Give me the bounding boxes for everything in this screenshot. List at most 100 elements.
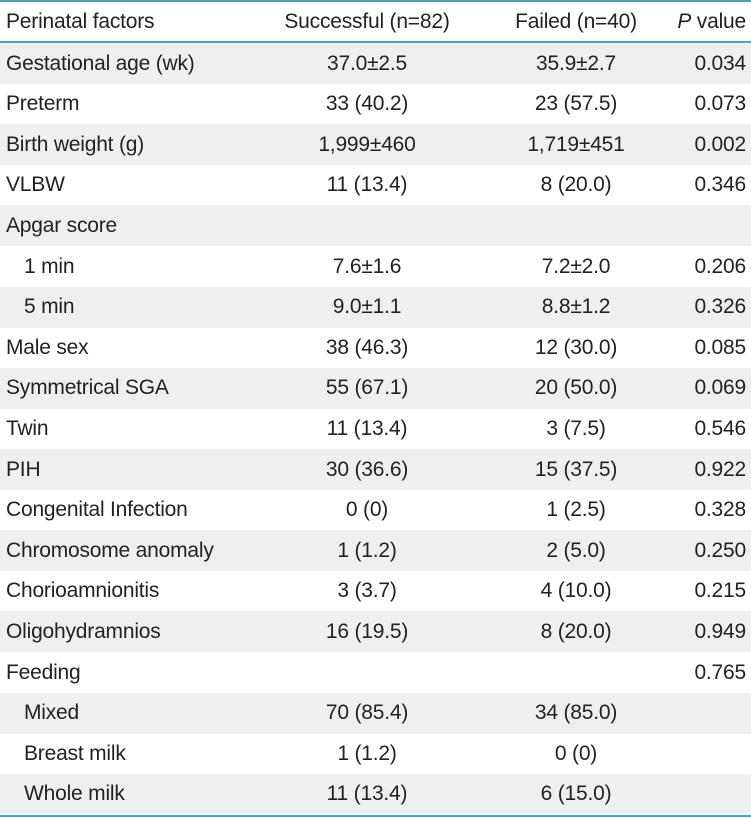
row-successful-cell: 30 (36.6): [325, 457, 409, 481]
row-factor-cell: Gestational age (wk): [6, 51, 195, 75]
row-successful-cell: 0 (0): [345, 498, 389, 522]
row-p-value-cell: 0.922: [694, 457, 746, 481]
row-p-value-cell: [662, 693, 746, 734]
row-factor-cell: Chromosome anomaly: [6, 538, 214, 562]
table-row: Chromosome anomaly 1 (1.2) 2 (5.0) 0.250: [0, 530, 751, 572]
row-p-value-cell: 0.206: [694, 254, 746, 278]
row-factor-cell: Apgar score: [6, 213, 118, 237]
table-row: Feeding 0.765: [0, 652, 751, 693]
row-failed-cell: 12 (30.0): [534, 335, 618, 359]
row-factor-cell: Preterm: [6, 92, 80, 116]
table-row: Preterm 33 (40.2) 23 (57.5) 0.073: [0, 84, 751, 125]
table-top-rule: [0, 0, 751, 2]
row-factor-cell: Male sex: [6, 335, 89, 359]
row-factor-cell: Breast milk: [24, 741, 126, 765]
row-successful-cell: 70 (85.4): [325, 701, 409, 725]
row-failed-cell: 8 (20.0): [540, 619, 612, 643]
row-successful-cell: 11 (13.4): [326, 782, 408, 806]
row-failed-cell: 1 (2.5): [546, 498, 606, 522]
row-factor-cell: Symmetrical SGA: [6, 376, 169, 400]
row-p-value-cell: 0.328: [694, 498, 746, 522]
row-factor-cell: VLBW: [6, 173, 65, 197]
row-p-value-cell: 0.073: [694, 92, 746, 116]
row-failed-cell: 23 (57.5): [534, 92, 618, 116]
row-successful-cell: 7.6±1.6: [332, 254, 402, 278]
table-row: VLBW 11 (13.4) 8 (20.0) 0.346: [0, 165, 751, 206]
row-p-value-cell: [662, 774, 746, 815]
row-factor-cell: PIH: [6, 457, 41, 481]
table-row: Gestational age (wk) 37.0±2.5 35.9±2.7 0.03…: [0, 43, 751, 84]
row-factor-cell: Whole milk: [24, 782, 125, 806]
row-factor-cell: Oligohydramnios: [6, 619, 161, 643]
table-bottom-rule: [0, 815, 751, 817]
table-row: PIH 30 (36.6) 15 (37.5) 0.922: [0, 449, 751, 490]
row-successful-cell: 11 (13.4): [326, 173, 408, 197]
row-failed-cell: 1,719±451: [527, 132, 625, 156]
row-failed-cell: 8.8±1.2: [541, 295, 611, 319]
table-row: 5 min 9.0±1.1 8.8±1.2 0.326: [0, 286, 751, 328]
row-factor-cell: Chorioamnionitis: [6, 579, 160, 603]
row-failed-cell: 8 (20.0): [540, 173, 612, 197]
table-row: Oligohydramnios 16 (19.5) 8 (20.0) 0.949: [0, 611, 751, 653]
row-p-value-cell: 0.085: [694, 335, 746, 359]
row-successful-cell: 9.0±1.1: [332, 295, 402, 319]
header-perinatal-factors: Perinatal factors: [6, 9, 155, 33]
row-factor-cell: 1 min: [24, 254, 75, 278]
row-failed-cell: 15 (37.5): [534, 457, 618, 481]
row-p-value-cell: 0.546: [694, 416, 746, 440]
header-p-value: P value: [662, 2, 746, 41]
row-failed-cell: 35.9±2.7: [536, 51, 616, 75]
header-p-italic: P: [677, 9, 692, 33]
header-successful: Successful (n=82): [284, 9, 450, 33]
row-factor-cell: 5 min: [24, 295, 75, 319]
row-successful-cell: 1 (1.2): [337, 538, 397, 562]
row-failed-cell: 34 (85.0): [534, 701, 618, 725]
table-row: Whole milk 11 (13.4) 6 (15.0): [0, 773, 751, 815]
row-factor-cell: Feeding: [6, 660, 81, 684]
row-p-value-cell: 0.034: [694, 51, 746, 75]
table-row: Symmetrical SGA 55 (67.1) 20 (50.0) 0.069: [0, 367, 751, 409]
table-header-row: Perinatal factors Successful (n=82) Fail…: [0, 2, 751, 41]
row-successful-cell: 11 (13.4): [326, 416, 408, 440]
row-successful-cell: [268, 205, 466, 246]
table-row: Apgar score: [0, 205, 751, 247]
row-p-value-cell: 0.346: [694, 173, 746, 197]
table-row: 1 min 7.6±1.6 7.2±2.0 0.206: [0, 246, 751, 287]
row-successful-cell: [268, 652, 466, 693]
table-row: Mixed 70 (85.4) 34 (85.0): [0, 692, 751, 734]
row-successful-cell: 1 (1.2): [337, 741, 397, 765]
row-successful-cell: 16 (19.5): [325, 619, 409, 643]
row-p-value-cell: 0.765: [694, 660, 746, 684]
header-failed: Failed (n=40): [515, 9, 637, 33]
row-failed-cell: 4 (10.0): [540, 579, 612, 603]
row-p-value-cell: 0.949: [694, 619, 746, 643]
row-successful-cell: 37.0±2.5: [327, 51, 407, 75]
row-successful-cell: 55 (67.1): [325, 376, 409, 400]
row-successful-cell: 1,999±460: [318, 132, 416, 156]
row-successful-cell: 3 (3.7): [337, 579, 397, 603]
row-failed-cell: 7.2±2.0: [541, 254, 611, 278]
header-p-rest: value: [691, 9, 746, 33]
row-p-value-cell: 0.215: [694, 579, 746, 603]
row-factor-cell: Birth weight (g): [6, 132, 145, 156]
row-failed-cell: 2 (5.0): [546, 538, 606, 562]
row-failed-cell: [482, 652, 670, 693]
table-row: Breast milk 1 (1.2) 0 (0): [0, 733, 751, 774]
row-factor-cell: Congenital Infection: [6, 498, 188, 522]
row-failed-cell: [482, 205, 670, 246]
table-row: Twin 11 (13.4) 3 (7.5) 0.546: [0, 408, 751, 449]
row-successful-cell: 33 (40.2): [325, 92, 409, 116]
row-failed-cell: 6 (15.0): [540, 782, 612, 806]
row-p-value-cell: 0.002: [694, 132, 746, 156]
row-p-value-cell: [662, 205, 746, 246]
table-row: Chorioamnionitis 3 (3.7) 4 (10.0) 0.215: [0, 571, 751, 612]
row-factor-cell: Mixed: [24, 701, 80, 725]
table-row: Congenital Infection 0 (0) 1 (2.5) 0.328: [0, 490, 751, 531]
table-header-rule: [0, 41, 751, 43]
row-p-value-cell: 0.250: [694, 538, 746, 562]
row-successful-cell: 38 (46.3): [325, 335, 409, 359]
row-factor-cell: Twin: [6, 416, 49, 440]
row-failed-cell: 0 (0): [554, 741, 598, 765]
row-p-value-cell: 0.069: [694, 376, 746, 400]
